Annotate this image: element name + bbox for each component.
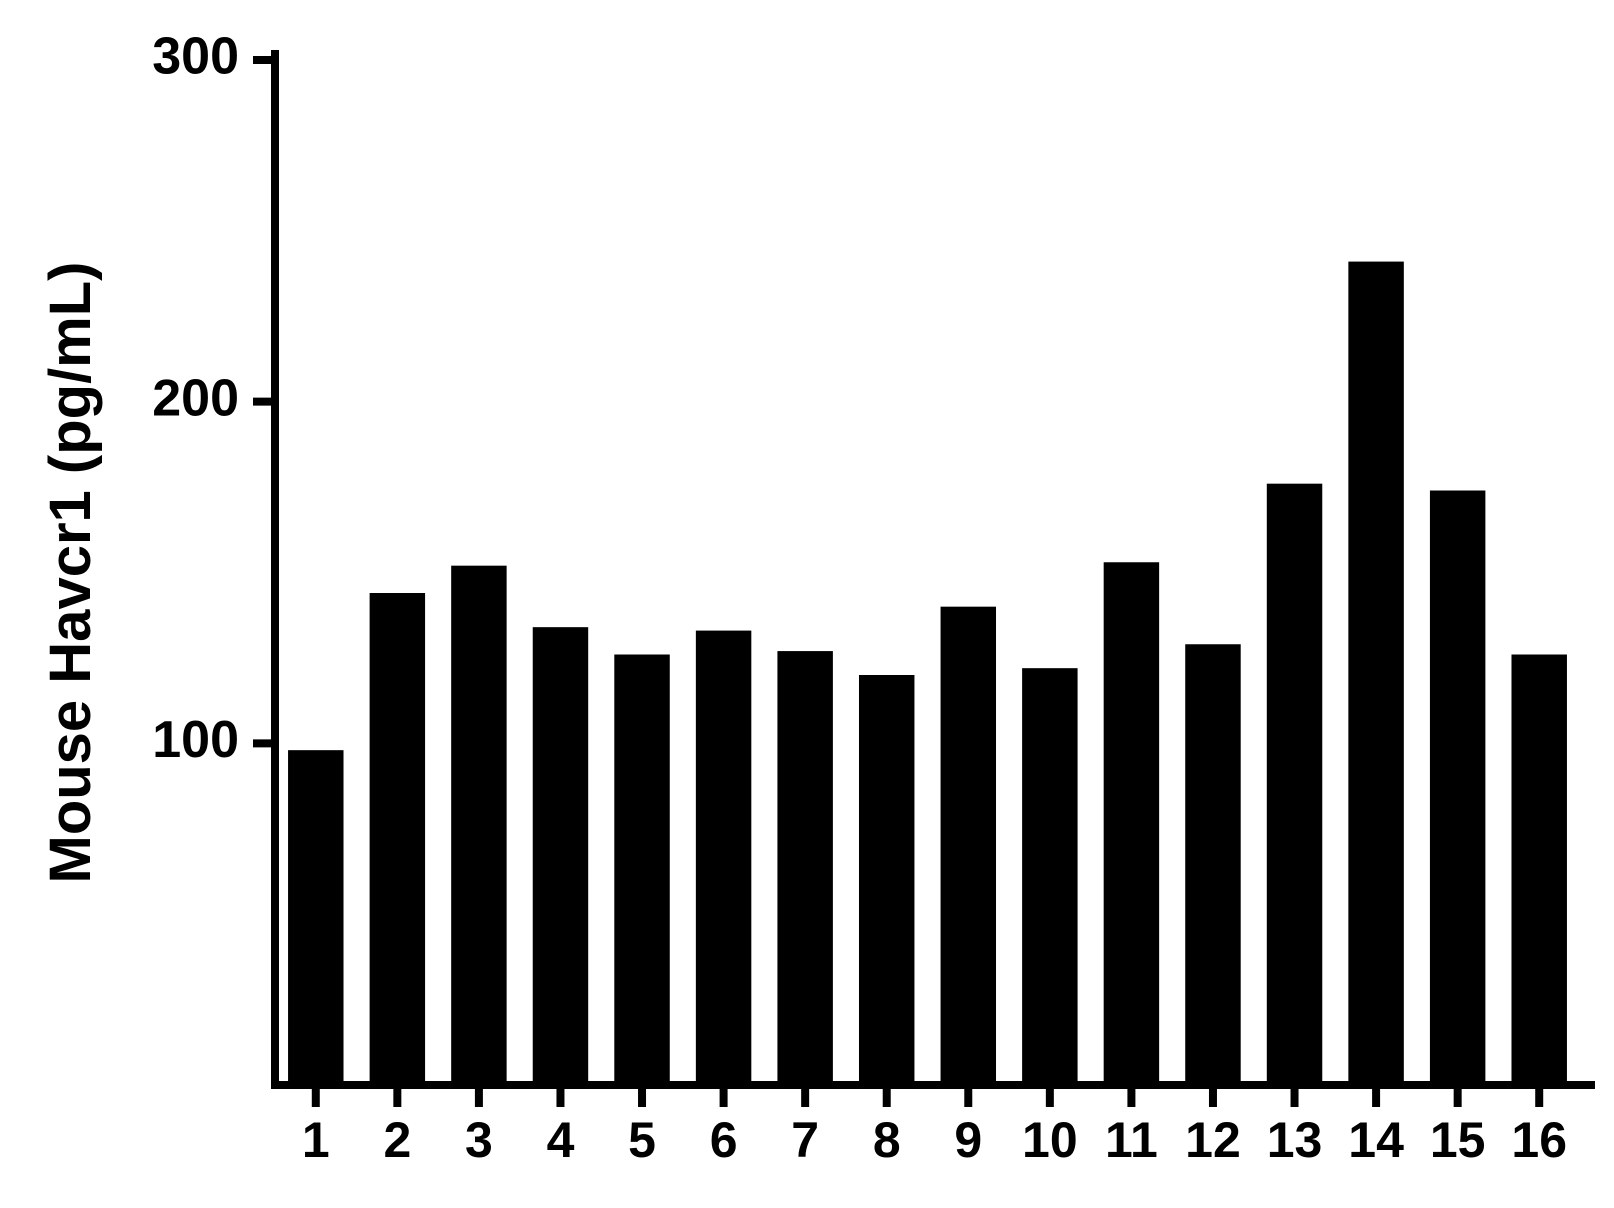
x-tick-label: 8 bbox=[873, 1112, 901, 1168]
bar bbox=[1348, 262, 1403, 1085]
x-tick-label: 11 bbox=[1105, 1112, 1158, 1168]
x-tick-label: 14 bbox=[1348, 1112, 1404, 1168]
x-tick-label: 2 bbox=[383, 1112, 411, 1168]
bar bbox=[1104, 562, 1159, 1085]
x-tick-label: 3 bbox=[465, 1112, 493, 1168]
bar bbox=[614, 655, 669, 1086]
y-tick-label: 100 bbox=[152, 711, 239, 769]
x-tick-label: 12 bbox=[1185, 1112, 1241, 1168]
x-tick-label: 13 bbox=[1267, 1112, 1323, 1168]
bar bbox=[370, 593, 425, 1085]
bar bbox=[451, 566, 506, 1085]
bar bbox=[696, 631, 751, 1085]
x-tick-label: 16 bbox=[1511, 1112, 1567, 1168]
x-tick-label: 6 bbox=[710, 1112, 738, 1168]
bar bbox=[1267, 484, 1322, 1085]
x-tick-label: 10 bbox=[1022, 1112, 1078, 1168]
chart-svg: 10020030012345678910111213141516Mouse Ha… bbox=[0, 0, 1614, 1208]
y-tick-label: 200 bbox=[152, 369, 239, 427]
x-tick-label: 15 bbox=[1430, 1112, 1486, 1168]
x-tick-label: 9 bbox=[954, 1112, 982, 1168]
bar bbox=[288, 750, 343, 1085]
bar bbox=[777, 651, 832, 1085]
bar bbox=[1511, 655, 1566, 1086]
bar bbox=[1430, 491, 1485, 1086]
bar bbox=[533, 627, 588, 1085]
x-tick-label: 4 bbox=[547, 1112, 575, 1168]
bar bbox=[1022, 668, 1077, 1085]
x-tick-label: 5 bbox=[628, 1112, 656, 1168]
y-axis-label: Mouse Havcr1 (pg/mL) bbox=[38, 262, 103, 884]
x-tick-label: 7 bbox=[791, 1112, 819, 1168]
x-tick-label: 1 bbox=[302, 1112, 330, 1168]
bar bbox=[859, 675, 914, 1085]
bar bbox=[1185, 644, 1240, 1085]
bar-chart: 10020030012345678910111213141516Mouse Ha… bbox=[0, 0, 1614, 1208]
bar bbox=[941, 607, 996, 1085]
y-tick-label: 300 bbox=[152, 28, 239, 86]
